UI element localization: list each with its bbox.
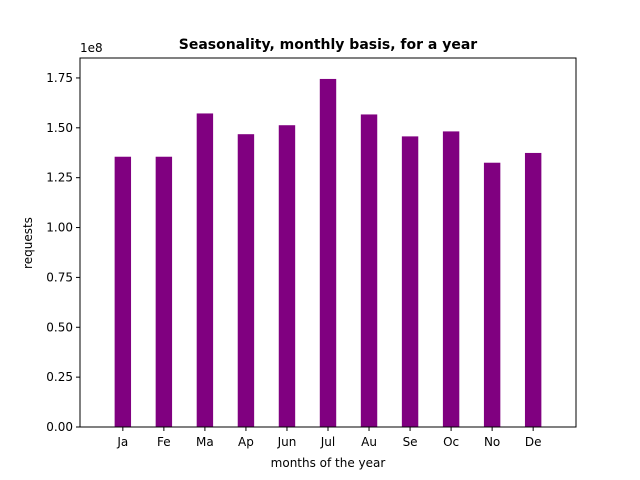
bar-fe <box>155 156 173 428</box>
x-tick-label: Jul <box>320 435 335 449</box>
x-tick-label: Ma <box>196 435 214 449</box>
y-tick-label: 1.00 <box>46 221 73 235</box>
x-tick-label: Se <box>403 435 418 449</box>
bar-se <box>401 136 419 427</box>
x-tick-label: Ja <box>116 435 128 449</box>
x-tick-label: Oc <box>443 435 459 449</box>
x-tick-label: Fe <box>157 435 171 449</box>
x-tick-label: No <box>484 435 500 449</box>
y-axis-label: requests <box>21 217 35 269</box>
plot-frame <box>79 57 577 428</box>
bar-de <box>524 152 542 428</box>
bars-layer <box>114 78 542 428</box>
y-tick-label: 0.25 <box>46 370 73 384</box>
bar-ap <box>237 134 255 427</box>
bar-oc <box>442 131 460 428</box>
x-tick-label: Ap <box>238 435 254 449</box>
bar-ja <box>114 156 132 428</box>
y-tick-label: 1.75 <box>46 71 73 85</box>
chart-title: Seasonality, monthly basis, for a year <box>179 37 478 53</box>
x-axis-label: months of the year <box>271 456 386 470</box>
x-tick-label: De <box>525 435 542 449</box>
bar-au <box>360 114 378 428</box>
x-ticks: Ja Fe Ma Ap Jun Jul Au Se Oc No De <box>116 427 541 449</box>
bar-jul <box>319 78 337 428</box>
x-tick-label: Jun <box>277 435 297 449</box>
y-tick-label: 1.25 <box>46 171 73 185</box>
bar-jun <box>278 125 296 427</box>
y-tick-label: 0.50 <box>46 320 73 334</box>
bar-ma <box>196 113 214 427</box>
y-tick-label: 1.50 <box>46 121 73 135</box>
y-ticks: 0.00 0.25 0.50 0.75 1.00 1.25 1.50 1.75 <box>46 71 80 434</box>
bar-no <box>483 162 501 427</box>
x-tick-label: Au <box>361 435 377 449</box>
y-axis-offset-label: 1e8 <box>80 41 103 55</box>
y-tick-label: 0.00 <box>46 420 73 434</box>
y-tick-label: 0.75 <box>46 270 73 284</box>
